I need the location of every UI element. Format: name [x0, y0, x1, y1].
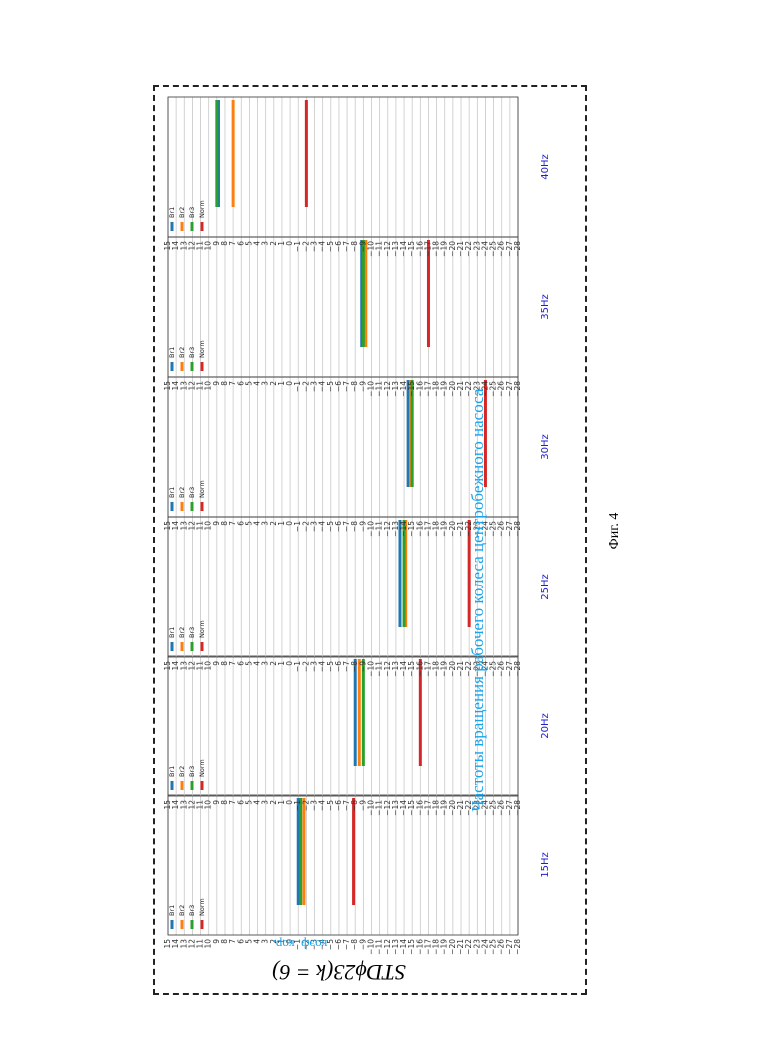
frequency-label: 15Hz [540, 852, 551, 878]
frequency-label: 25Hz [540, 574, 551, 600]
tick-label: −28 [513, 800, 522, 816]
legend-label-Br3: Br3 [188, 627, 196, 638]
legend-label-Br3: Br3 [188, 905, 196, 916]
chart-panel-25Hz: 1514131211109876543210−1−2−3−4−5−6−7−8−9… [163, 517, 551, 677]
tick-label: −28 [513, 939, 522, 955]
frequency-label: 30Hz [540, 434, 551, 460]
legend-label-Norm: Norm [198, 620, 206, 638]
legend-label-Norm: Norm [198, 480, 206, 498]
legend-label-Br1: Br1 [168, 487, 176, 498]
tick-label: −28 [513, 521, 522, 537]
legend-label-Br2: Br2 [178, 487, 186, 498]
legend-label-Br3: Br3 [188, 207, 196, 218]
legend-label-Br2: Br2 [178, 905, 186, 916]
legend-label-Norm: Norm [198, 759, 206, 777]
legend-label-Br3: Br3 [188, 487, 196, 498]
frequency-label: 20Hz [540, 713, 551, 739]
chart-panel-20Hz: 1514131211109876543210−1−2−3−4−5−6−7−8−9… [163, 656, 551, 816]
chart-panel-40Hz: 1514131211109876543210−1−2−3−4−5−6−7−8−9… [163, 97, 551, 257]
frequency-label: 35Hz [540, 294, 551, 320]
legend-label-Br2: Br2 [178, 207, 186, 218]
chart-panel-35Hz: 1514131211109876543210−1−2−3−4−5−6−7−8−9… [163, 237, 551, 397]
legend-label-Br2: Br2 [178, 766, 186, 777]
tick-label: −28 [513, 661, 522, 677]
figure-label: Фиг. 4 [607, 491, 625, 571]
legend-label-Br1: Br1 [168, 207, 176, 218]
panel-border [168, 237, 518, 377]
chart-panel-30Hz: 1514131211109876543210−1−2−3−4−5−6−7−8−9… [163, 377, 551, 537]
legend-label-Norm: Norm [198, 898, 206, 916]
legend-label-Br1: Br1 [168, 347, 176, 358]
panel-border [168, 377, 518, 517]
legend-label-Br2: Br2 [178, 347, 186, 358]
panel-border [168, 517, 518, 657]
legend-label-Norm: Norm [198, 200, 206, 218]
legend-label-Norm: Norm [198, 340, 206, 358]
tick-label: −28 [513, 241, 522, 257]
frequency-label: 40Hz [540, 154, 551, 180]
chart-panel-15Hz: 1514131211109876543210−1−2−3−4−5−6−7−8−9… [163, 795, 551, 955]
legend-label-Br3: Br3 [188, 766, 196, 777]
y-axis-label: коэф. кор. [250, 936, 350, 952]
legend-label-Br1: Br1 [168, 766, 176, 777]
tick-label: −28 [513, 381, 522, 397]
legend-label-Br2: Br2 [178, 627, 186, 638]
formula-title: STDϕ23(k = 6) [229, 955, 449, 985]
panel-border [168, 97, 518, 237]
legend-label-Br1: Br1 [168, 905, 176, 916]
legend-label-Br3: Br3 [188, 347, 196, 358]
main-title: Частоты вращения рабочего колеса центроб… [468, 380, 492, 820]
legend-label-Br1: Br1 [168, 627, 176, 638]
